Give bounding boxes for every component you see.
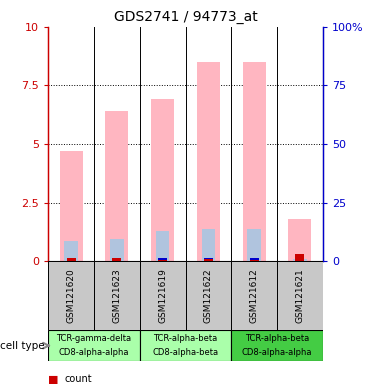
Bar [231, 330, 323, 361]
Bar [197, 62, 220, 261]
Bar [110, 239, 124, 261]
Text: CD8-alpha-beta: CD8-alpha-beta [152, 348, 219, 357]
Text: GSM121619: GSM121619 [158, 268, 167, 323]
Bar [156, 231, 170, 261]
Bar [186, 261, 231, 330]
Bar [48, 261, 94, 330]
Bar [204, 259, 213, 261]
Bar [64, 241, 78, 261]
Bar [140, 330, 231, 361]
Text: TCR-gamma-delta: TCR-gamma-delta [56, 334, 132, 343]
Bar [243, 62, 266, 261]
Text: GSM121621: GSM121621 [295, 268, 304, 323]
Title: GDS2741 / 94773_at: GDS2741 / 94773_at [114, 10, 257, 25]
Bar [289, 219, 311, 261]
Bar [250, 258, 259, 261]
Text: GSM121622: GSM121622 [204, 268, 213, 323]
Text: GSM121612: GSM121612 [250, 268, 259, 323]
Text: count: count [65, 374, 92, 384]
Bar [112, 258, 121, 261]
Text: GSM121620: GSM121620 [67, 268, 76, 323]
Bar [201, 230, 215, 261]
Bar [140, 261, 186, 330]
Text: CD8-alpha-alpha: CD8-alpha-alpha [242, 348, 312, 357]
Bar [66, 258, 76, 261]
Bar [94, 261, 140, 330]
Bar [204, 258, 213, 261]
Text: CD8-alpha-alpha: CD8-alpha-alpha [59, 348, 129, 357]
Bar [48, 330, 140, 361]
Text: GSM121623: GSM121623 [112, 268, 121, 323]
Bar [66, 259, 76, 261]
Bar [151, 99, 174, 261]
Bar [60, 151, 82, 261]
Bar [158, 258, 167, 261]
Bar [231, 261, 277, 330]
Bar [105, 111, 128, 261]
Bar [247, 230, 261, 261]
Text: ■: ■ [48, 374, 59, 384]
Text: TCR-alpha-beta: TCR-alpha-beta [153, 334, 218, 343]
Bar [295, 254, 305, 261]
Bar [293, 259, 307, 261]
Text: TCR-alpha-beta: TCR-alpha-beta [245, 334, 309, 343]
Bar [112, 259, 121, 261]
Bar [158, 260, 167, 261]
Bar [277, 261, 323, 330]
Bar [250, 260, 259, 261]
Text: cell type: cell type [0, 341, 45, 351]
